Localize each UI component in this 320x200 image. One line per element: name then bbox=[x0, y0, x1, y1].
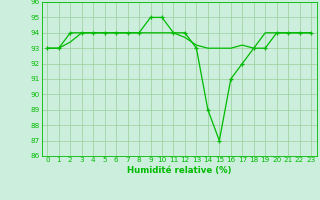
X-axis label: Humidité relative (%): Humidité relative (%) bbox=[127, 166, 231, 175]
